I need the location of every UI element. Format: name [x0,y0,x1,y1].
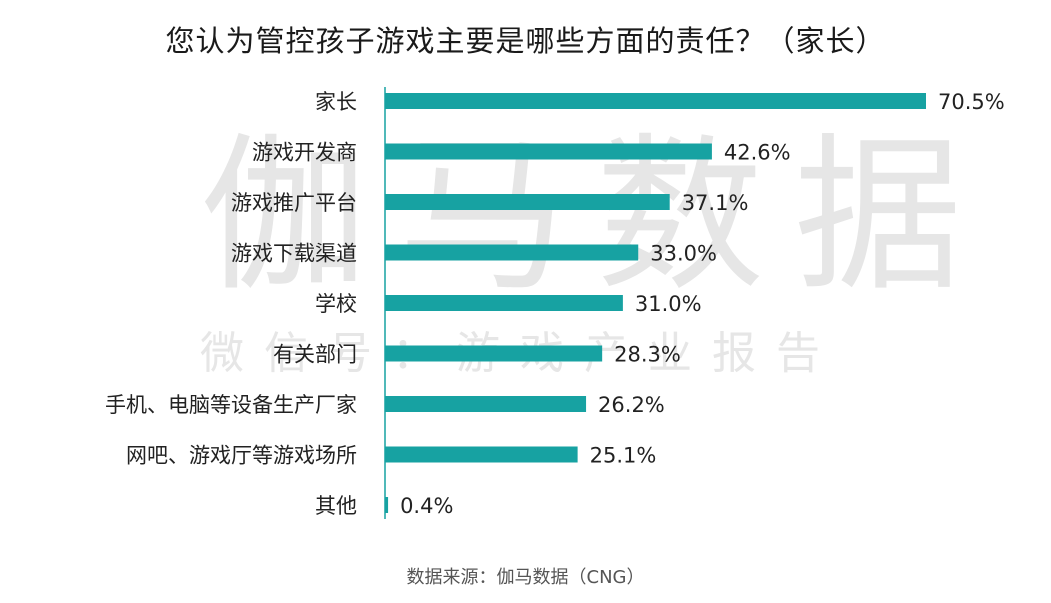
bar-chart: 家长 70.5% 游戏开发商 42.6% 游戏推广平台 37.1% 游戏下载渠道 33.0% 学… [105,87,1005,519]
value-label: 37.1% [682,191,749,215]
category-label: 网吧、游戏厅等游戏场所 [126,444,357,468]
source-note: 数据来源：伽马数据（CNG） [406,567,645,588]
bar [385,396,587,412]
value-label: 0.4% [400,494,453,518]
category-label: 家长 [315,90,357,114]
value-label: 42.6% [724,141,791,165]
category-label: 游戏推广平台 [231,191,357,215]
category-label: 学校 [315,292,357,316]
category-label: 游戏开发商 [252,141,357,165]
category-label: 手机、电脑等设备生产厂家 [105,393,357,417]
bar [385,194,670,210]
category-label: 其他 [315,494,357,518]
value-label: 26.2% [598,393,665,417]
bar [385,497,389,513]
watermark-main: 伽马数据 [200,118,992,314]
bar [385,244,639,261]
value-label: 28.3% [614,343,681,367]
value-label: 25.1% [590,444,657,468]
bar [385,345,603,362]
bar [385,446,578,463]
bar [385,143,712,160]
category-label: 有关部门 [273,343,357,367]
chart-title: 您认为管控孩子游戏主要是哪些方面的责任？（家长） [165,24,886,58]
bar [385,93,926,109]
category-label: 游戏下载渠道 [231,242,357,266]
bar [385,295,623,311]
value-label: 70.5% [938,90,1005,114]
value-label: 31.0% [635,292,702,316]
value-label: 33.0% [650,242,717,266]
